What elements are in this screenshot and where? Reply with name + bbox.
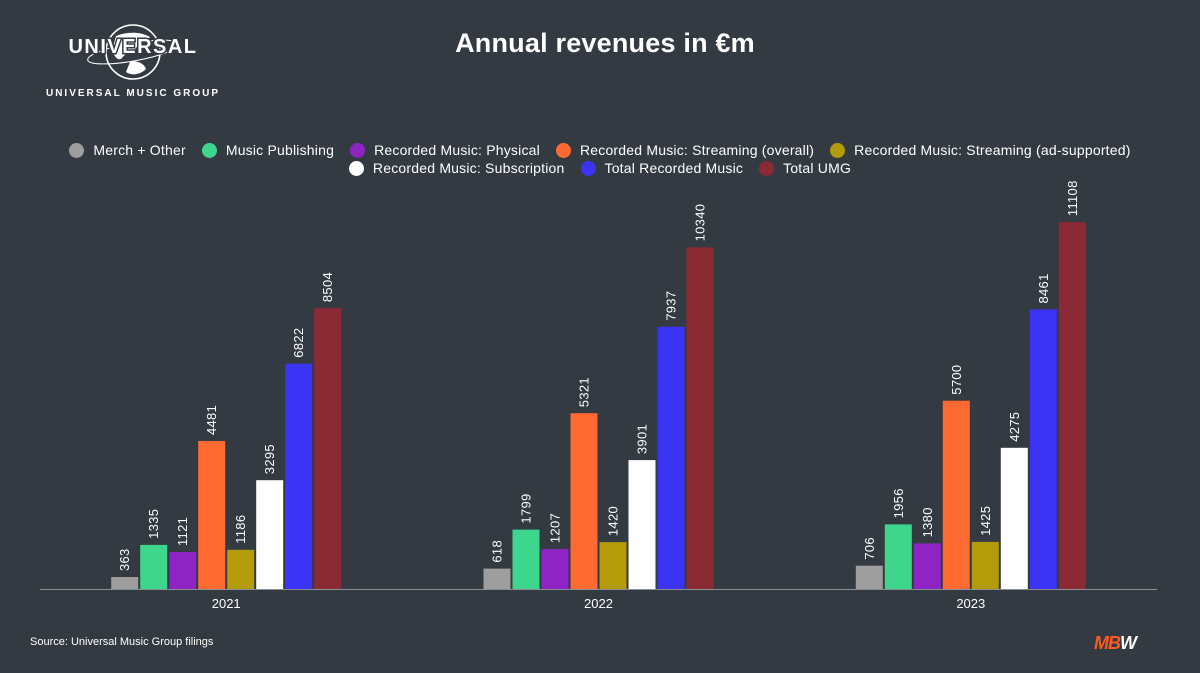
data-label: 1121 [175, 517, 190, 546]
chart-legend: Merch + Other Music Publishing Recorded Mu… [40, 141, 1160, 177]
bar[interactable] [285, 363, 313, 589]
x-tick-label: 2022 [584, 596, 613, 611]
data-label: 363 [117, 548, 132, 571]
data-label: 5321 [577, 377, 592, 407]
universal-music-group-logo: UNIVERSAL UNIVERSAL MUSIC GROUP [46, 24, 220, 99]
bar[interactable] [599, 542, 627, 589]
logo-subtitle: UNIVERSAL MUSIC GROUP [46, 88, 220, 99]
data-label: 3901 [635, 424, 650, 454]
legend-label: Total Recorded Music [604, 160, 744, 176]
source-note: Source: Universal Music Group filings [30, 636, 214, 648]
data-label: 1956 [891, 488, 906, 518]
data-label: 1207 [548, 513, 563, 543]
bar[interactable] [1029, 309, 1057, 590]
legend-label: Recorded Music: Subscription [372, 160, 565, 176]
legend-label: Music Publishing [225, 142, 335, 158]
legend-label: Recorded Music: Streaming (ad-supported) [854, 142, 1131, 158]
legend-item[interactable]: Total Recorded Music [580, 159, 744, 177]
data-label: 6822 [291, 328, 306, 358]
bar[interactable] [855, 565, 883, 589]
data-label: 8504 [320, 272, 335, 302]
legend-item[interactable]: Recorded Music: Subscription [348, 159, 565, 177]
logo-wordmark: UNIVERSAL [68, 36, 197, 58]
brand-letter-w: W [1120, 633, 1139, 652]
svg-text:MBW: MBW [1094, 633, 1139, 652]
bar[interactable] [1000, 447, 1028, 589]
legend-label: Merch + Other [93, 142, 186, 158]
bar[interactable] [628, 460, 656, 589]
brand-letter-m: M [1094, 633, 1110, 652]
data-label: 1420 [606, 506, 621, 536]
bar[interactable] [971, 541, 999, 589]
bar[interactable] [913, 543, 941, 589]
data-label: 3295 [262, 444, 277, 474]
legend-item[interactable]: Merch + Other [69, 141, 186, 159]
legend-item[interactable]: Recorded Music: Physical [350, 141, 540, 159]
x-tick-label: 2023 [956, 596, 985, 611]
data-label: 10340 [693, 204, 708, 242]
bar[interactable] [140, 544, 168, 589]
legend-swatch [69, 142, 85, 158]
bar[interactable] [198, 441, 226, 589]
legend-swatch [201, 142, 217, 158]
legend-swatch [348, 160, 364, 176]
legend-item[interactable]: Music Publishing [201, 141, 335, 159]
legend-item[interactable]: Recorded Music: Streaming (overall) [555, 141, 815, 159]
data-label: 4275 [1007, 412, 1022, 442]
legend-label: Total UMG [783, 160, 852, 176]
data-label: 1186 [233, 515, 248, 544]
bar[interactable] [884, 524, 912, 589]
bar[interactable] [686, 247, 714, 589]
bar[interactable] [111, 577, 139, 589]
bar[interactable] [227, 549, 255, 589]
data-label: 11108 [1065, 180, 1080, 216]
bar[interactable] [483, 568, 511, 589]
legend-swatch [830, 142, 846, 158]
data-label: 1335 [146, 509, 161, 539]
data-label: 1380 [920, 507, 935, 537]
bar[interactable] [169, 552, 197, 589]
legend-swatch [350, 142, 366, 158]
data-label: 706 [862, 537, 877, 560]
data-label: 8461 [1036, 273, 1051, 303]
bar[interactable] [1058, 222, 1086, 589]
bar[interactable] [541, 549, 569, 589]
bar[interactable] [512, 529, 540, 589]
bar[interactable] [942, 400, 970, 589]
chart-title: Annual revenues in €m [455, 28, 755, 58]
data-label: 618 [490, 540, 505, 563]
legend-label: Recorded Music: Physical [374, 142, 540, 158]
x-tick-label: 2021 [212, 596, 241, 611]
data-label: 1799 [519, 493, 534, 523]
data-label: 1425 [978, 506, 993, 536]
legend-item[interactable]: Recorded Music: Streaming (ad-supported) [830, 141, 1130, 159]
bar[interactable] [314, 308, 342, 589]
data-label: 5700 [949, 365, 964, 395]
bar[interactable] [256, 480, 284, 589]
legend-label: Recorded Music: Streaming (overall) [579, 142, 815, 158]
bar[interactable] [657, 326, 685, 589]
data-label: 7937 [664, 291, 679, 321]
bar[interactable] [570, 413, 598, 589]
brand-letter-b: B [1108, 633, 1121, 652]
legend-swatch [580, 160, 596, 176]
legend-swatch [555, 142, 571, 158]
legend-item[interactable]: Total UMG [759, 159, 851, 177]
mbw-brand-logo: MBW [1094, 633, 1140, 652]
data-label: 4481 [204, 405, 219, 435]
legend-swatch [759, 160, 775, 176]
globe-icon [87, 24, 179, 80]
